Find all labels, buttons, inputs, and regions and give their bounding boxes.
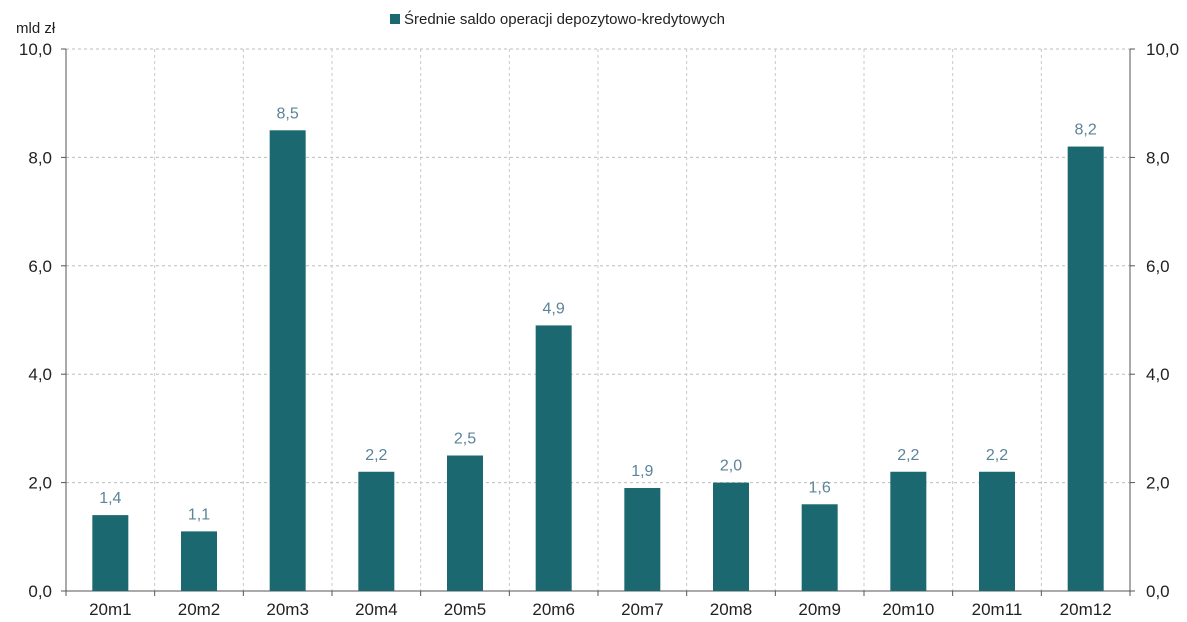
data-label-20m2: 1,1 <box>188 506 210 523</box>
y-axis-right-ticks: 0,0 2,0 4,0 6,0 8,0 10,0 <box>1146 40 1179 601</box>
bar-20m1 <box>92 515 129 591</box>
y-tick-label-right: 0,0 <box>1146 582 1170 601</box>
data-label-20m6: 4,9 <box>543 300 565 317</box>
y-tick-label-right: 8,0 <box>1146 148 1170 167</box>
bar-20m2 <box>181 531 217 591</box>
y-tick-label-right: 10,0 <box>1146 40 1179 59</box>
y-tick-label-left: 2,0 <box>28 474 52 493</box>
gridlines <box>66 48 1130 591</box>
bar-20m5 <box>447 455 483 591</box>
axes <box>61 48 1135 596</box>
y-tick-label-right: 4,0 <box>1146 365 1170 384</box>
data-label-20m10: 2,2 <box>897 447 919 464</box>
bar-20m12 <box>1067 146 1104 591</box>
data-label-20m12: 8,2 <box>1075 122 1097 139</box>
x-axis-ticks: 20m1 20m2 20m3 20m4 20m5 20m6 20m7 20m8 20m9 20m1… <box>89 600 1112 619</box>
data-label-20m8: 2,0 <box>720 458 742 475</box>
x-tick-label-20m5: 20m5 <box>444 600 487 619</box>
x-tick-label-20m4: 20m4 <box>355 600 398 619</box>
bar-series <box>92 130 1104 592</box>
data-label-20m5: 2,5 <box>454 431 476 448</box>
y-tick-label-right: 6,0 <box>1146 257 1170 276</box>
y-tick-label-left: 10,0 <box>19 40 52 59</box>
data-label-20m7: 1,9 <box>631 463 653 480</box>
y-axis-unit-label: mld zł <box>16 20 56 37</box>
x-tick-label-20m2: 20m2 <box>178 600 221 619</box>
data-label-20m4: 2,2 <box>365 447 387 464</box>
y-axis-left-ticks: 0,0 2,0 4,0 6,0 8,0 10,0 <box>19 40 52 601</box>
data-label-20m11: 2,2 <box>986 447 1008 464</box>
x-tick-label-20m11: 20m11 <box>972 600 1023 619</box>
bar-20m8 <box>713 482 749 591</box>
y-tick-label-right: 2,0 <box>1146 474 1170 493</box>
y-tick-label-left: 6,0 <box>28 257 52 276</box>
legend-label: Średnie saldo operacji depozytowo-kredyt… <box>404 10 725 28</box>
legend-swatch <box>390 14 400 24</box>
y-tick-label-left: 8,0 <box>28 148 52 167</box>
legend: Średnie saldo operacji depozytowo-kredyt… <box>390 10 725 28</box>
data-labels: 1,4 1,1 8,5 2,2 2,5 4,9 1,9 2,0 1,6 2,2 2,2 8,2 <box>99 105 1097 523</box>
bar-20m9 <box>801 504 838 591</box>
x-tick-label-20m6: 20m6 <box>532 600 575 619</box>
x-tick-label-20m10: 20m10 <box>882 600 934 619</box>
x-tick-label-20m3: 20m3 <box>266 600 309 619</box>
bar-20m3 <box>269 130 306 592</box>
bar-20m10 <box>890 471 927 591</box>
x-tick-label-20m12: 20m12 <box>1060 600 1112 619</box>
x-tick-label-20m7: 20m7 <box>621 600 664 619</box>
bar-20m11 <box>979 471 1015 591</box>
bar-20m6 <box>535 325 572 591</box>
bar-20m7 <box>624 488 661 591</box>
x-tick-label-20m1: 20m1 <box>89 600 132 619</box>
x-tick-label-20m8: 20m8 <box>710 600 753 619</box>
y-tick-label-left: 0,0 <box>28 582 52 601</box>
data-label-20m1: 1,4 <box>99 490 121 507</box>
x-tick-label-20m9: 20m9 <box>798 600 841 619</box>
data-label-20m9: 1,6 <box>809 479 831 496</box>
data-label-20m3: 8,5 <box>277 105 299 122</box>
bar-20m4 <box>358 471 395 591</box>
y-tick-label-left: 4,0 <box>28 365 52 384</box>
